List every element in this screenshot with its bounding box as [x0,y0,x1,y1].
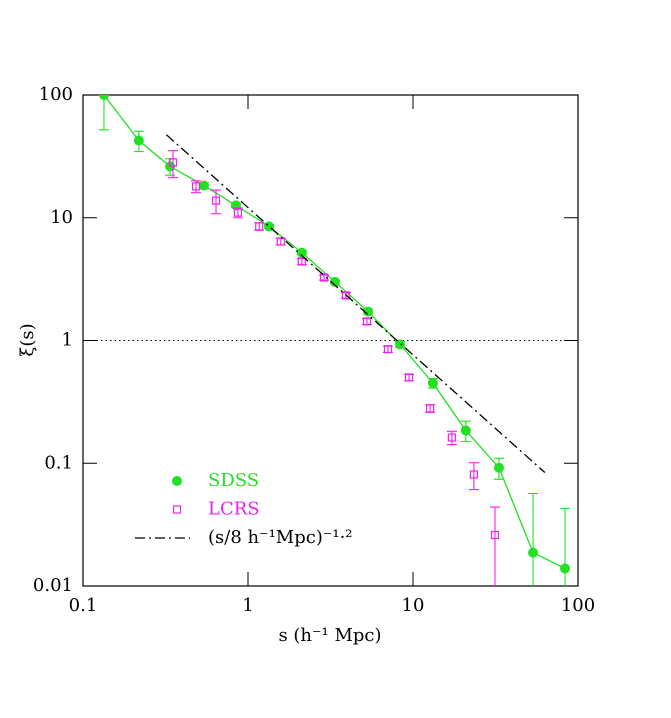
point [363,306,374,317]
error-bar [468,462,479,491]
y-tick-label: 10 [50,207,73,228]
point [191,182,201,191]
point [330,276,341,287]
point [319,273,329,282]
x-tick-label: 1 [242,595,253,616]
y-tick-label: 0.1 [44,452,73,473]
point [426,404,435,413]
point [98,95,109,100]
error-bar [528,492,539,586]
point [296,247,307,258]
point [198,180,209,191]
error-bar [489,506,500,586]
x-tick-label: 10 [402,595,425,616]
legend-label: LCRS [208,499,260,520]
point [493,462,504,473]
point [404,373,414,382]
point [133,135,144,146]
y-tick-label: 100 [39,84,73,105]
point [341,291,350,300]
point [383,345,393,354]
x-tick-label: 0.1 [69,595,98,616]
y-axis-label: ξ(s) [17,323,38,356]
plot-area [98,95,570,586]
point [447,433,456,442]
point [394,339,405,350]
x-axis-label: s (h⁻¹ Mpc) [278,625,381,646]
point [297,257,306,266]
point [211,196,221,205]
error-bar [211,189,222,215]
point [427,378,438,389]
point [490,530,500,540]
point [172,505,182,514]
point [528,547,539,558]
error-bar [98,95,109,131]
error-bar [167,150,178,179]
point [460,425,471,436]
point [276,237,285,246]
y-tick-label: 1 [62,330,73,351]
x-tick-label: 100 [561,595,595,616]
point [255,222,264,231]
series-line [165,134,546,474]
point [469,470,479,479]
point [172,476,182,486]
point [362,317,372,326]
point [233,208,243,217]
legend-label: (s/8 h⁻¹Mpc)⁻¹·² [208,527,353,548]
point [168,158,178,167]
y-tick-label: 0.01 [33,575,73,596]
legend-label: SDSS [208,470,259,491]
point [559,563,570,574]
